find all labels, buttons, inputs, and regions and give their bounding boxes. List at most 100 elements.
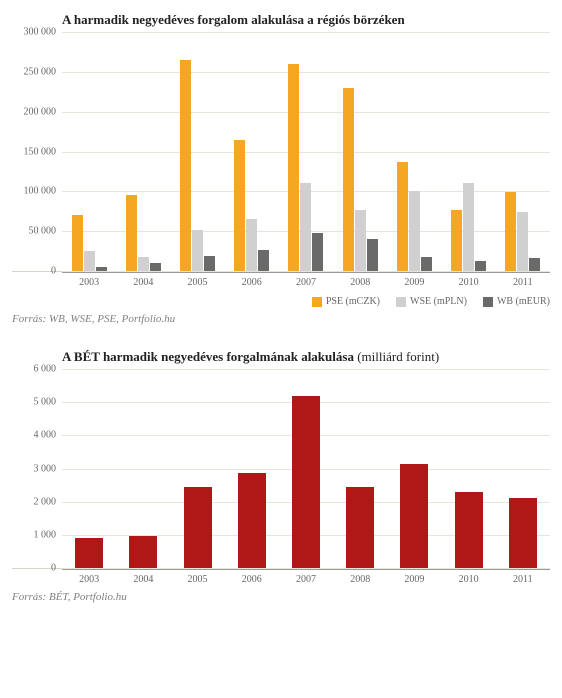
bar: [138, 257, 149, 271]
bar-group: [170, 369, 224, 568]
bar: [367, 239, 378, 271]
y-tick-label: 2 000: [34, 496, 57, 507]
bar: [84, 251, 95, 271]
bar-group: [225, 369, 279, 568]
y-tick-label: 200 000: [24, 106, 57, 117]
bar-group: [62, 32, 116, 271]
bet-turnover-chart: A BÉT harmadik negyedéves forgalmának al…: [12, 349, 550, 603]
legend-item: WB (mEUR): [483, 296, 550, 307]
legend-swatch: [312, 297, 322, 307]
bar: [421, 257, 432, 271]
bar-group: [387, 32, 441, 271]
bar: [129, 536, 157, 568]
chart-plot-area: 050 000100 000150 000200 000250 000300 0…: [12, 32, 550, 272]
bar: [288, 64, 299, 271]
x-tick-label: 2011: [496, 570, 550, 585]
bars: [62, 32, 550, 271]
y-tick-label: 0: [51, 266, 56, 277]
chart-title-main: A BÉT harmadik negyedéves forgalmának al…: [62, 349, 354, 364]
legend: PSE (mCZK) WSE (mPLN) WB (mEUR): [62, 296, 550, 307]
bar: [180, 60, 191, 271]
bar-group: [279, 32, 333, 271]
bar: [409, 191, 420, 271]
x-tick-label: 2009: [387, 273, 441, 288]
bar: [192, 230, 203, 271]
x-tick-label: 2010: [442, 273, 496, 288]
chart-source: Forrás: WB, WSE, PSE, Portfolio.hu: [12, 313, 550, 325]
legend-label: PSE (mCZK): [326, 296, 380, 307]
x-tick-label: 2008: [333, 570, 387, 585]
bar: [346, 487, 374, 568]
bar: [475, 261, 486, 271]
bar-group: [116, 32, 170, 271]
x-tick-label: 2005: [170, 273, 224, 288]
bar-group: [496, 369, 550, 568]
regional-exchange-chart: A harmadik negyedéves forgalom alakulása…: [12, 12, 550, 325]
x-tick-label: 2010: [442, 570, 496, 585]
bar-group: [333, 32, 387, 271]
legend-item: WSE (mPLN): [396, 296, 467, 307]
legend-swatch: [396, 297, 406, 307]
bar: [455, 492, 483, 568]
bar: [184, 487, 212, 568]
x-tick-label: 2003: [62, 273, 116, 288]
bar-group: [333, 369, 387, 568]
y-tick-label: 4 000: [34, 430, 57, 441]
bar-group: [387, 369, 441, 568]
chart-plot-area: 01 0002 0003 0004 0005 0006 000: [12, 369, 550, 569]
chart-title: A harmadik negyedéves forgalom alakulása…: [12, 12, 550, 28]
y-axis: 01 0002 0003 0004 0005 0006 000: [12, 369, 62, 568]
bar: [505, 192, 516, 271]
bar: [126, 195, 137, 271]
bar-group: [442, 32, 496, 271]
bar: [355, 210, 366, 271]
y-tick-label: 3 000: [34, 463, 57, 474]
y-tick-label: 150 000: [24, 146, 57, 157]
bar: [246, 219, 257, 271]
bar: [72, 215, 83, 271]
x-tick-label: 2011: [496, 273, 550, 288]
bar: [509, 498, 537, 568]
x-tick-label: 2007: [279, 570, 333, 585]
bar-group: [62, 369, 116, 568]
bar: [300, 183, 311, 271]
y-tick-label: 100 000: [24, 186, 57, 197]
x-tick-label: 2009: [387, 570, 441, 585]
bar-group: [496, 32, 550, 271]
y-tick-label: 1 000: [34, 529, 57, 540]
x-tick-label: 2004: [116, 570, 170, 585]
y-axis: 050 000100 000150 000200 000250 000300 0…: [12, 32, 62, 271]
y-tick-label: 5 000: [34, 397, 57, 408]
bar: [234, 140, 245, 271]
bar-group: [279, 369, 333, 568]
x-tick-label: 2007: [279, 273, 333, 288]
bar: [463, 183, 474, 271]
bar: [150, 263, 161, 271]
bar: [75, 538, 103, 568]
bar: [312, 233, 323, 271]
bar: [517, 212, 528, 271]
y-tick-label: 50 000: [29, 226, 57, 237]
y-tick-label: 250 000: [24, 66, 57, 77]
bar-group: [442, 369, 496, 568]
bar-group: [116, 369, 170, 568]
bar-group: [170, 32, 224, 271]
y-tick-label: 6 000: [34, 364, 57, 375]
bar: [451, 210, 462, 271]
legend-item: PSE (mCZK): [312, 296, 380, 307]
bar: [292, 396, 320, 568]
legend-label: WB (mEUR): [497, 296, 550, 307]
x-axis: 200320042005200620072008200920102011: [62, 569, 550, 585]
y-tick-label: 300 000: [24, 27, 57, 38]
x-tick-label: 2005: [170, 570, 224, 585]
x-axis: 200320042005200620072008200920102011: [62, 272, 550, 288]
bar: [343, 88, 354, 271]
x-tick-label: 2008: [333, 273, 387, 288]
bar: [400, 464, 428, 568]
bar: [204, 256, 215, 271]
chart-title-sub: (milliárd forint): [357, 349, 439, 364]
chart-source: Forrás: BÉT, Portfolio.hu: [12, 591, 550, 603]
legend-label: WSE (mPLN): [410, 296, 467, 307]
x-tick-label: 2006: [225, 273, 279, 288]
y-tick-label: 0: [51, 563, 56, 574]
